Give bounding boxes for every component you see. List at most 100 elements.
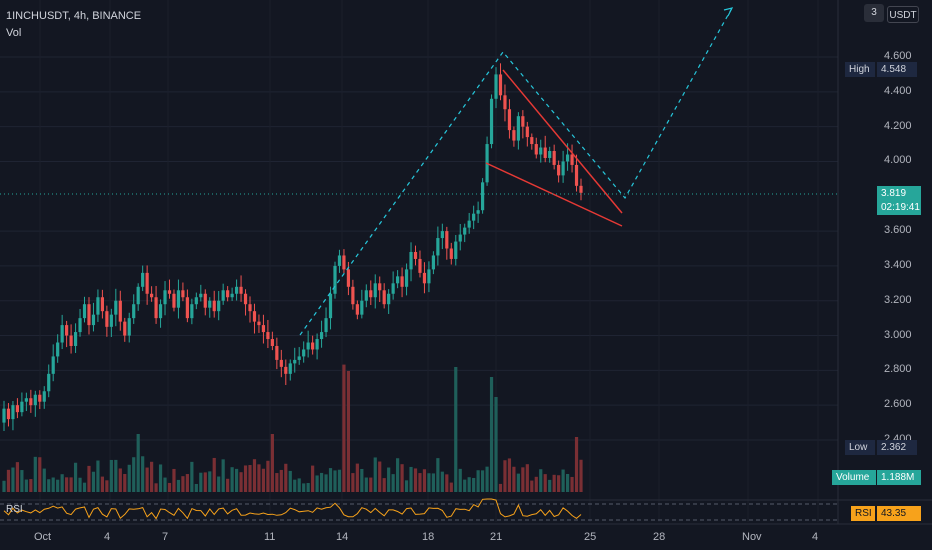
candle [302, 349, 306, 357]
candle [252, 311, 257, 322]
volume-bar [270, 434, 274, 492]
volume-bar [557, 475, 561, 492]
candle [261, 325, 266, 333]
low-value: 2.362 [877, 440, 917, 455]
candle [539, 147, 543, 155]
time-tick-label: Nov [742, 531, 762, 543]
candle [190, 304, 194, 319]
candle [199, 293, 203, 298]
low-label: Low [845, 440, 875, 455]
candle [38, 394, 42, 402]
candle [243, 293, 248, 305]
candle [498, 74, 503, 96]
candle [503, 95, 507, 110]
candle [391, 283, 395, 294]
candle [51, 356, 55, 374]
volume-bar [328, 468, 333, 492]
volume-bar [163, 477, 167, 492]
candle [167, 290, 172, 294]
volume-bar [96, 460, 100, 492]
candle [570, 154, 574, 165]
volume-bar [185, 474, 189, 492]
volume-bar [489, 377, 494, 492]
volume-bar [454, 367, 458, 492]
candle [284, 366, 288, 374]
candle [123, 321, 127, 336]
volume-bar [458, 468, 462, 492]
volume-bar [279, 469, 283, 492]
volume-bar [574, 437, 579, 492]
price-tick-label: 2.600 [884, 398, 912, 411]
price-tick-label: 4.000 [884, 154, 912, 167]
volume-bar [467, 477, 471, 492]
volume-bar [534, 476, 538, 492]
volume-bar [109, 459, 113, 492]
volume-bar [51, 477, 55, 492]
price-tick-label: 4.600 [884, 50, 912, 62]
volume-bar [239, 472, 243, 492]
candle [78, 318, 82, 333]
candle [427, 269, 431, 284]
volume-bar [539, 469, 543, 492]
volume-bar [127, 464, 131, 492]
candle [413, 251, 418, 259]
volume-bar [29, 479, 33, 492]
candle [266, 332, 270, 340]
volume-bar [476, 470, 480, 492]
time-tick-label: 4 [104, 531, 111, 543]
candle [306, 342, 310, 350]
volume-bar [543, 474, 547, 492]
currency-button[interactable]: USDT [887, 6, 919, 23]
rsi-pane-label[interactable]: RSI [6, 504, 23, 515]
volume-bar [2, 480, 6, 492]
candle [91, 314, 96, 326]
rsi-pane [0, 0, 932, 525]
candle [212, 300, 216, 312]
volume-bar [449, 482, 453, 492]
volume-bar [579, 459, 583, 492]
candle [373, 283, 377, 298]
candle [351, 286, 355, 305]
volume-bar [409, 466, 413, 492]
candle [319, 332, 324, 340]
candle [333, 265, 337, 294]
candle [565, 154, 570, 162]
volume-bar [176, 479, 181, 492]
volume-bar [463, 479, 467, 492]
volume-bar [396, 458, 400, 492]
candle [158, 304, 163, 319]
candle [418, 258, 422, 273]
candle [489, 98, 494, 145]
time-tick-label: 25 [584, 531, 597, 543]
candle [230, 293, 234, 298]
rsi-line [3, 498, 582, 520]
volume-bar [498, 483, 503, 492]
candle [516, 116, 520, 141]
settings-button[interactable]: 3 [864, 4, 884, 22]
candle [141, 272, 145, 287]
volume-bar [167, 482, 172, 492]
candle [454, 241, 458, 259]
candle [293, 359, 297, 364]
candle [422, 272, 427, 284]
volume-bar [342, 364, 346, 492]
candle [480, 182, 485, 211]
volume-bar [212, 457, 216, 492]
candle [270, 339, 274, 346]
wedge-upper-line [502, 69, 623, 214]
candle [396, 276, 400, 284]
candle [24, 398, 28, 402]
candle [275, 345, 279, 360]
indicator-label[interactable]: Vol [6, 27, 22, 39]
price-tick-label: 4.200 [884, 119, 912, 132]
candle [163, 290, 167, 305]
candle [154, 297, 158, 319]
volume-bar [404, 480, 409, 492]
candle [387, 293, 391, 305]
wedge-lower-line [485, 162, 623, 227]
volume-bar [413, 468, 418, 492]
volume-bar [480, 470, 485, 492]
candle [6, 408, 11, 420]
candle [208, 300, 212, 308]
